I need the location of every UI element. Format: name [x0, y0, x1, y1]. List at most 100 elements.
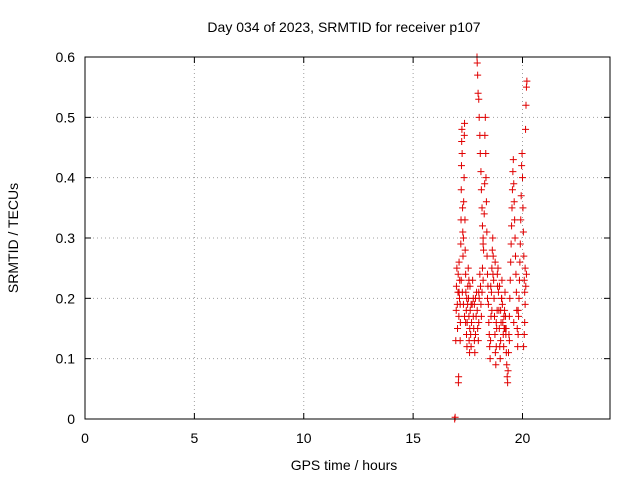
data-point — [504, 379, 512, 387]
data-point — [458, 125, 466, 133]
data-point — [458, 288, 466, 296]
x-axis-ticks: 0 5 10 15 20 — [81, 57, 530, 446]
x-tick-label: 0 — [81, 430, 89, 446]
data-point — [516, 240, 524, 248]
x-tick-label: 15 — [405, 430, 421, 446]
data-points — [451, 53, 531, 423]
data-point — [497, 306, 505, 314]
data-point — [477, 312, 485, 320]
data-point — [512, 270, 520, 278]
y-axis-label: SRMTID / TECUs — [5, 183, 21, 293]
y-tick-label: 0.6 — [56, 49, 76, 65]
data-point — [461, 246, 469, 254]
data-point — [505, 337, 513, 345]
data-point — [460, 131, 468, 139]
data-point — [474, 71, 482, 79]
x-tick-label: 10 — [296, 430, 312, 446]
data-point — [510, 180, 518, 188]
data-point — [477, 282, 484, 290]
y-axis-ticks: 0 0.1 0.2 0.3 0.4 0.5 0.6 — [56, 49, 610, 427]
data-point — [494, 264, 502, 272]
data-point — [465, 276, 473, 284]
data-point — [482, 150, 490, 158]
data-point — [515, 312, 523, 320]
data-point — [514, 331, 522, 339]
data-point — [508, 186, 516, 194]
data-point — [518, 162, 526, 170]
data-point — [498, 300, 506, 308]
data-point — [520, 343, 528, 351]
data-point — [516, 258, 524, 266]
data-point — [460, 174, 468, 182]
data-point — [519, 228, 527, 236]
data-point — [485, 318, 493, 326]
y-tick-label: 0.4 — [56, 170, 76, 186]
data-point — [489, 252, 497, 260]
data-point — [491, 331, 499, 339]
data-point — [494, 288, 502, 296]
data-point — [478, 222, 486, 230]
plot-frame — [84, 56, 611, 420]
data-point — [479, 240, 487, 248]
data-point — [466, 306, 474, 314]
data-point — [507, 240, 515, 248]
data-point — [512, 252, 519, 260]
data-point — [474, 337, 482, 345]
data-point — [518, 150, 526, 158]
data-point — [453, 264, 461, 272]
data-point — [481, 131, 489, 139]
data-point — [474, 89, 482, 97]
data-point — [481, 180, 489, 188]
data-point — [507, 258, 515, 266]
grid-lines — [85, 57, 610, 419]
data-point — [456, 337, 464, 345]
data-point — [482, 198, 490, 206]
data-point — [486, 355, 494, 363]
data-point — [520, 252, 528, 260]
data-point — [455, 258, 463, 266]
data-point — [522, 101, 530, 109]
data-point — [479, 234, 487, 242]
data-point — [491, 349, 499, 357]
data-point — [479, 276, 487, 284]
data-point — [497, 337, 505, 345]
data-point — [491, 312, 498, 320]
data-point — [503, 373, 511, 381]
data-point — [486, 343, 494, 351]
data-point — [455, 373, 463, 381]
data-point — [459, 204, 467, 212]
x-axis-label: GPS time / hours — [291, 457, 398, 473]
data-point — [501, 288, 509, 296]
data-point — [493, 270, 501, 278]
data-point — [462, 270, 470, 278]
data-point — [521, 300, 529, 308]
data-point — [520, 276, 528, 284]
data-point — [505, 331, 513, 339]
data-point — [471, 349, 479, 357]
data-point — [459, 234, 467, 242]
data-point — [466, 282, 474, 290]
data-point — [461, 216, 469, 224]
data-point — [506, 276, 514, 284]
data-point — [521, 318, 529, 326]
data-point — [452, 282, 460, 290]
data-point — [473, 306, 481, 314]
y-tick-label: 0.2 — [56, 290, 76, 306]
data-point — [469, 312, 477, 320]
data-point — [490, 276, 498, 284]
data-point — [511, 216, 519, 224]
data-point — [484, 294, 491, 302]
data-point — [456, 294, 463, 302]
data-point — [480, 210, 488, 218]
data-point — [517, 192, 525, 200]
data-point — [508, 222, 516, 230]
data-point — [517, 216, 525, 224]
data-point — [482, 174, 490, 182]
data-point — [503, 361, 511, 369]
data-point — [504, 367, 512, 375]
data-point — [521, 264, 529, 272]
data-point — [483, 252, 491, 260]
y-tick-label: 0.3 — [56, 230, 76, 246]
data-point — [522, 125, 530, 133]
